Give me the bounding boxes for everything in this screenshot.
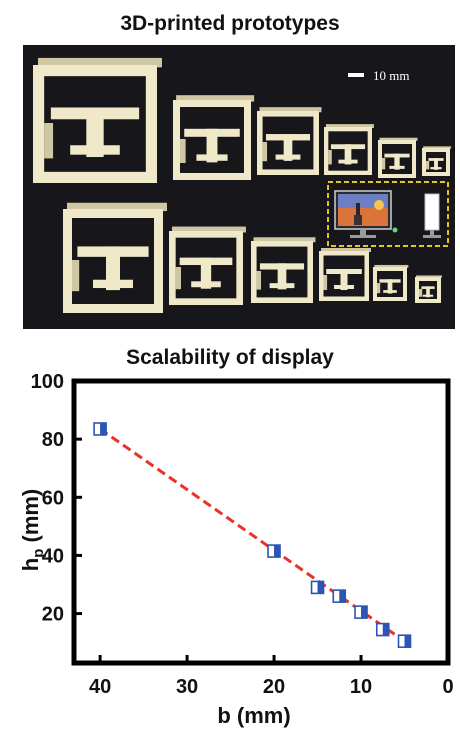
y-tick-label: 100 [31,371,64,393]
prototype-cube [319,248,371,301]
prototype-photo: 10 mm [23,45,455,329]
x-tick-label: 40 [89,676,111,698]
x-tick-label: 20 [263,676,285,698]
data-point [267,544,281,558]
x-tick-label: 10 [350,676,372,698]
prototype-cube [422,146,452,176]
prototype-cube [63,202,167,313]
prototype-cube [415,275,443,303]
prototype-cube [33,57,162,183]
data-point [375,622,390,637]
data-point [354,605,368,619]
monitor-icon [334,190,398,238]
prototype-cube [324,124,374,175]
y-axis-label: hp (mm) [18,489,47,572]
scale-bar-label: 10 mm [373,68,409,83]
tower-display-icon [423,193,441,238]
data-point [310,580,325,595]
prototype-cube [373,264,409,301]
prototype-cube [173,95,255,180]
x-tick-label: 30 [176,676,198,698]
prototype-cubes [33,57,452,313]
y-axis-label-symbol: h [18,558,43,571]
y-axis-label-subscript: p [30,549,47,558]
y-tick-label: 80 [42,429,64,451]
x-axis-label: b (mm) [217,703,290,728]
data-point [397,634,412,648]
prototype-cube [251,237,316,303]
prototype-cube [169,226,246,305]
y-tick-label: 20 [42,604,64,626]
fit-line [99,427,406,643]
prototype-cube [378,137,418,178]
chart-title: Scalability of display [126,346,334,369]
photo-title: 3D-printed prototypes [120,12,340,35]
scale-bar [348,73,364,77]
prototype-cube [257,107,322,175]
display-inset [327,181,449,247]
plot-frame [71,378,451,666]
y-tick-label: 60 [42,487,64,509]
data-point [93,422,107,436]
y-tick-label: 40 [42,545,64,567]
data-point [332,589,347,603]
x-tick-label: 0 [442,676,453,698]
y-axis-label-unit: (mm) [18,489,43,549]
